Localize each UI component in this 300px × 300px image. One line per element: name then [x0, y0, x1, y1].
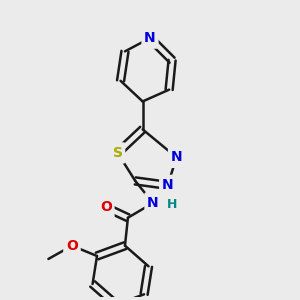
Text: H: H	[167, 198, 177, 211]
Text: N: N	[144, 31, 156, 45]
Text: O: O	[65, 237, 79, 255]
Text: O: O	[99, 198, 113, 216]
Text: O: O	[100, 200, 112, 214]
Text: N: N	[162, 178, 173, 192]
Text: N: N	[161, 176, 175, 194]
Text: N: N	[169, 148, 183, 166]
Text: S: S	[112, 146, 123, 160]
Text: S: S	[112, 144, 124, 162]
Text: N: N	[143, 29, 157, 47]
Text: N: N	[146, 194, 160, 212]
Text: N: N	[147, 196, 159, 210]
Text: O: O	[66, 239, 78, 253]
Text: N: N	[171, 150, 182, 164]
